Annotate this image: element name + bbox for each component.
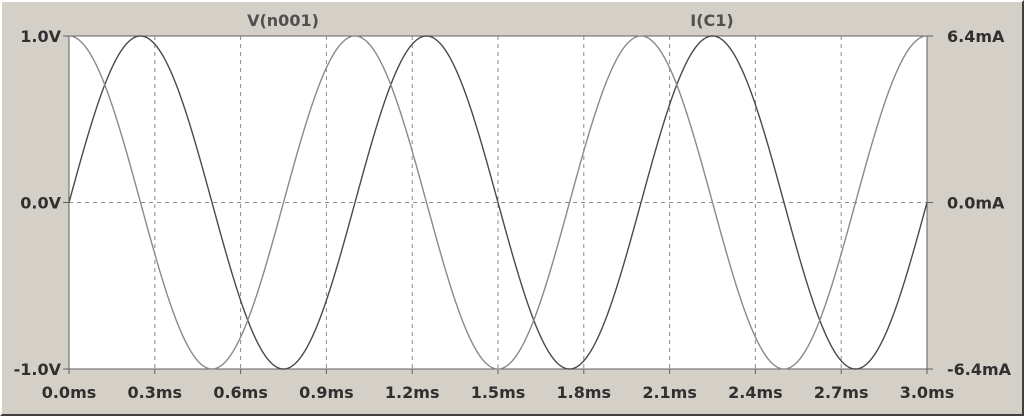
data-point <box>819 320 820 321</box>
data-point <box>140 35 141 36</box>
x-tick-label: 3.0ms <box>900 383 955 402</box>
y-right-tick-label: -6.4mA <box>947 360 1012 379</box>
data-point <box>569 368 570 369</box>
data-point <box>497 368 498 369</box>
data-point <box>462 84 463 85</box>
data-point <box>569 202 570 203</box>
x-tick-label: 1.8ms <box>557 383 612 402</box>
traces[interactable] <box>68 35 928 370</box>
data-point <box>605 84 606 85</box>
data-point <box>354 35 355 36</box>
y-right-tick-label: 0.0mA <box>947 194 1005 213</box>
trace-vn001[interactable] <box>68 35 928 370</box>
data-point <box>104 84 105 85</box>
data-point <box>891 84 892 85</box>
data-point <box>748 84 749 85</box>
x-tick-label: 2.1ms <box>642 383 697 402</box>
data-point <box>426 202 427 203</box>
data-point <box>855 202 856 203</box>
data-point <box>712 35 713 36</box>
x-tick-label: 0.9ms <box>299 383 354 402</box>
data-point <box>140 202 141 203</box>
data-point <box>211 368 212 369</box>
data-point <box>176 320 177 321</box>
trace-label-ic1[interactable]: I(C1) <box>690 11 733 30</box>
x-tick-label: 2.7ms <box>814 383 869 402</box>
data-point <box>783 202 784 203</box>
y-left-tick-label: 0.0V <box>20 194 61 213</box>
x-tick-label: 1.5ms <box>471 383 526 402</box>
data-point <box>605 320 606 321</box>
data-point <box>68 202 69 203</box>
data-point <box>354 202 355 203</box>
data-point <box>926 202 927 203</box>
data-point <box>319 84 320 85</box>
data-point <box>748 320 749 321</box>
axis-ticks: 0.0ms 0.3ms 0.6ms 0.9ms 1.2ms 1.5ms 1.8ms 2.1ms… <box>14 27 1012 402</box>
data-point <box>676 84 677 85</box>
trace-label-vn001[interactable]: V(n001) <box>247 11 319 30</box>
data-point <box>891 320 892 321</box>
data-point <box>855 368 856 369</box>
x-tick-label: 2.4ms <box>728 383 783 402</box>
data-point <box>926 35 927 36</box>
trace-ic1[interactable] <box>68 35 928 370</box>
data-point <box>176 84 177 85</box>
data-point <box>283 368 284 369</box>
data-point <box>247 320 248 321</box>
data-point <box>462 320 463 321</box>
y-left-tick-label: 1.0V <box>20 27 61 46</box>
data-point <box>426 35 427 36</box>
x-tick-label: 0.6ms <box>213 383 268 402</box>
data-point <box>712 202 713 203</box>
data-point <box>497 202 498 203</box>
y-left-tick-label: -1.0V <box>14 360 62 379</box>
data-point <box>390 84 391 85</box>
data-point <box>640 202 641 203</box>
x-tick-label: 0.0ms <box>42 383 97 402</box>
data-point <box>283 202 284 203</box>
data-point <box>211 202 212 203</box>
data-point <box>533 320 534 321</box>
data-point <box>319 320 320 321</box>
data-point <box>68 35 69 36</box>
y-right-tick-label: 6.4mA <box>947 27 1005 46</box>
x-tick-label: 0.3ms <box>128 383 183 402</box>
data-point <box>640 35 641 36</box>
data-point <box>783 368 784 369</box>
x-tick-label: 1.2ms <box>385 383 440 402</box>
